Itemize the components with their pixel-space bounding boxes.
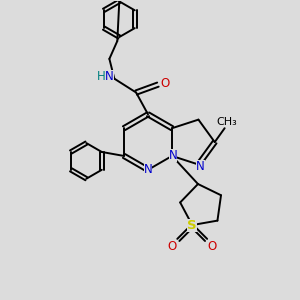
Text: N: N [169,149,177,162]
Text: N: N [196,160,205,173]
Text: H: H [97,70,106,83]
Text: O: O [207,240,217,254]
Text: O: O [168,240,177,254]
Text: O: O [160,77,170,90]
Text: S: S [188,219,197,232]
Text: CH₃: CH₃ [216,117,237,127]
Text: N: N [105,70,114,83]
Text: N: N [144,163,152,176]
